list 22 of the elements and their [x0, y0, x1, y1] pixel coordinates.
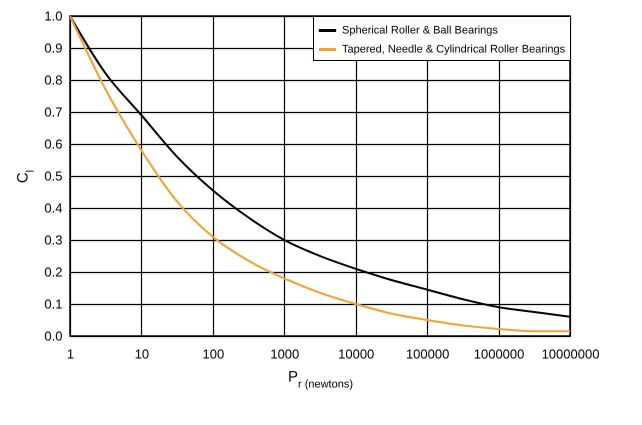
x-tick-label: 1000000	[474, 346, 524, 362]
x-axis-title: P$_{r (newtons)}$	[288, 368, 354, 390]
x-tick-label: 100	[202, 346, 224, 362]
y-tick-label: 0.3	[44, 232, 62, 248]
y-tick-label: 0.1	[44, 296, 62, 312]
x-tick-label: 10	[134, 346, 150, 362]
y-tick-label: 1.0	[44, 8, 62, 24]
y-tick-label: 0.8	[44, 72, 62, 88]
legend-label: Tapered, Needle & Cylindrical Roller Bearings	[342, 44, 566, 56]
x-tick-label: 1	[66, 346, 74, 362]
y-tick-label: 0.0	[44, 328, 62, 344]
y-tick-label: 0.7	[44, 104, 62, 120]
y-tick-label: 0.2	[44, 264, 62, 280]
y-tick-label: 0.9	[44, 40, 62, 56]
x-tick-label: 10000000	[542, 346, 600, 362]
y-tick-label: 0.5	[44, 168, 62, 184]
x-tick-label: 10000	[338, 346, 374, 362]
y-tick-label: 0.4	[44, 200, 62, 216]
x-tick-label: 100000	[406, 346, 450, 362]
y-tick-label: 0.6	[44, 136, 62, 152]
x-tick-label: 1000	[270, 346, 300, 362]
legend-label: Spherical Roller & Ball Bearings	[342, 24, 498, 36]
